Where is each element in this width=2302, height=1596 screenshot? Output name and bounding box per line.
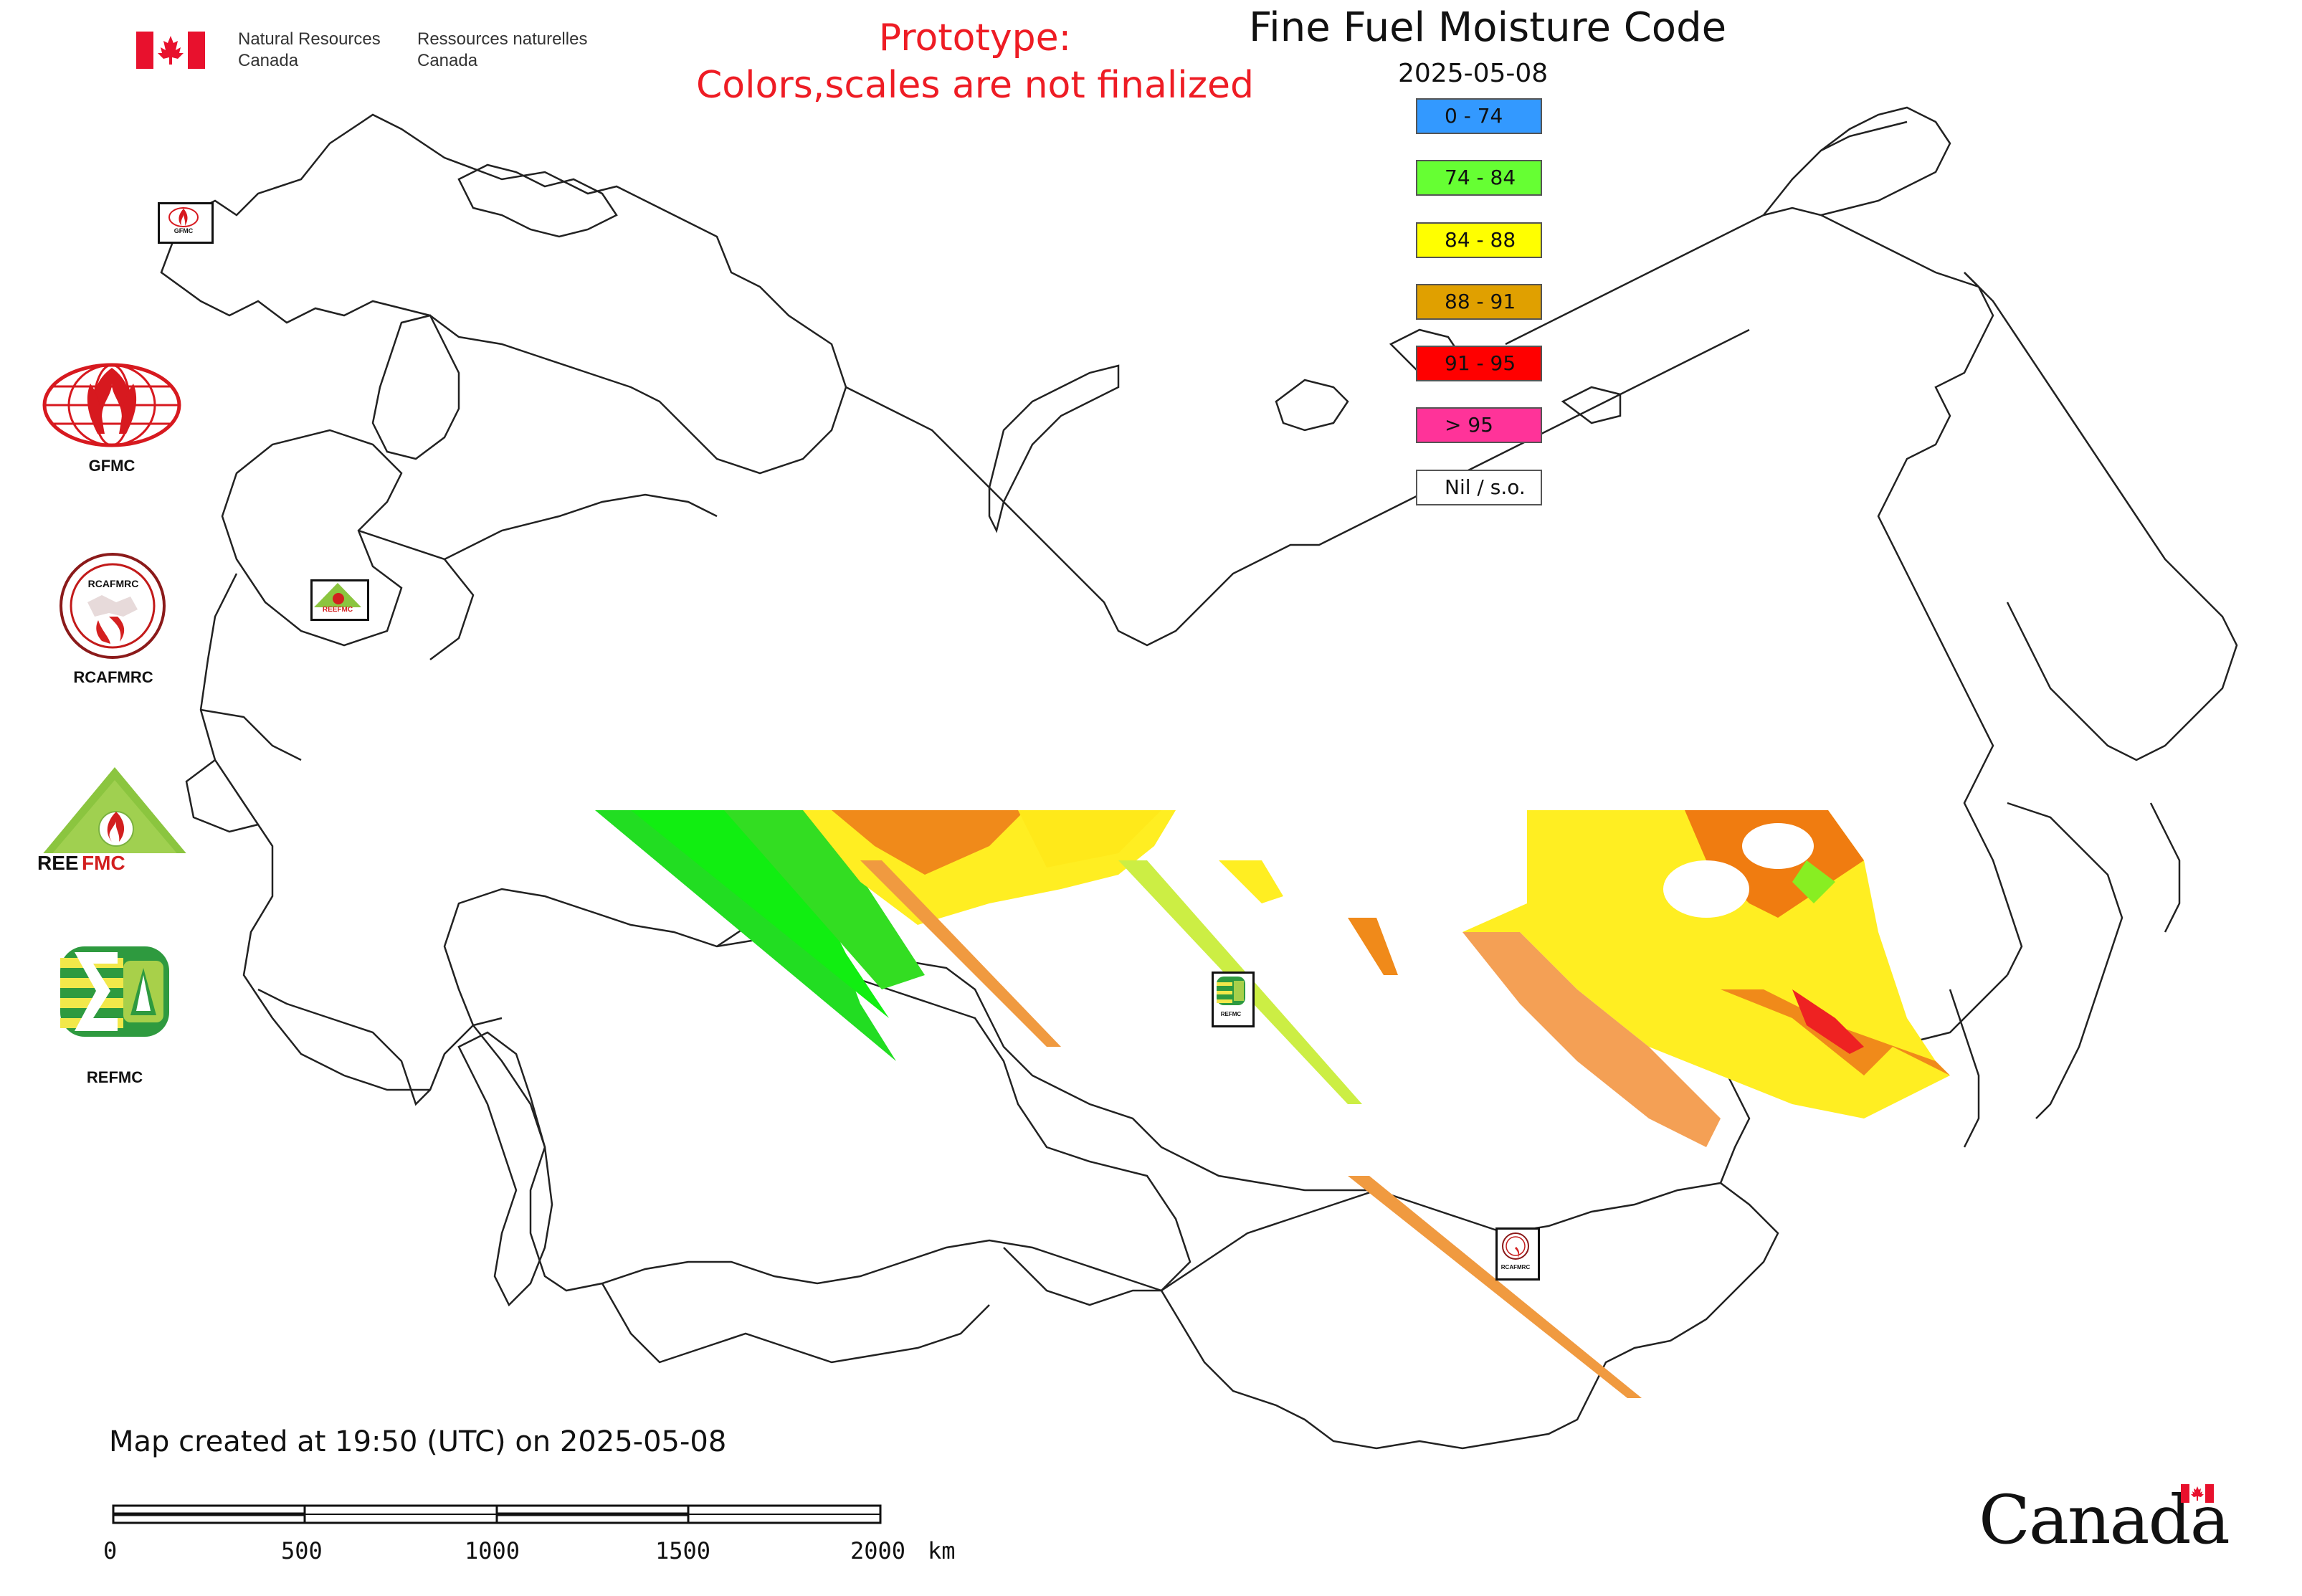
legend-item-1: 74 - 84 [1416,160,1542,196]
ffmc-raster [595,810,1950,1398]
legend-item-4: 91 - 95 [1416,346,1542,381]
legend-item-2: 84 - 88 [1416,222,1542,258]
legend-label: 88 - 91 [1445,290,1516,313]
agency-fr-line2: Canada [417,51,478,70]
gov-signature: Natural Resources Canada Ressources natu… [136,29,602,72]
gfmc-label: GFMC [88,457,135,475]
reefmc-marker-icon [314,583,361,607]
refmc-logo: REFMC [60,946,182,1090]
gfmc-marker-label: GFMC [173,227,194,234]
scale-tick-1000: 1000 [465,1537,520,1564]
svg-text:FMC: FMC [82,852,125,874]
legend-item-3: 88 - 91 [1416,284,1542,320]
reefmc-triangle-icon: REE FMC [37,767,192,874]
map-marker-gfmc[interactable]: GFMC [158,202,214,244]
agency-fr-line1: Ressources naturelles [417,29,588,49]
scale-tick-500: 500 [281,1537,323,1564]
rcafmrc-marker-label: RCAFMRC [1500,1264,1531,1270]
rcafmrc-logo: RCAFMRC RCAFMRC [59,552,173,695]
map-title: Fine Fuel Moisture Code [1249,4,1727,51]
gfmc-globe-flame-icon [42,363,181,447]
map-marker-refmc[interactable]: REFMC [1212,972,1255,1027]
rcafmrc-ring-text: RCAFMRC [87,578,139,589]
svg-text:REE: REE [37,852,79,874]
gfmc-marker-icon [168,207,199,227]
agency-en-line2: Canada [238,51,299,70]
legend-label: 74 - 84 [1445,166,1516,189]
prototype-line1: Prototype: [878,16,1072,60]
gfmc-logo: GFMC [40,362,184,477]
agency-en-line1: Natural Resources [238,29,381,49]
legend-label: 84 - 88 [1445,228,1516,252]
rcafmrc-label: RCAFMRC [73,668,153,686]
map-marker-rcafmrc[interactable]: RCAFMRC [1495,1227,1540,1281]
country-outlines [160,106,2238,1450]
rcafmrc-marker-icon [1502,1232,1529,1260]
canada-wordmark: Canada [1979,1481,2237,1567]
legend-label: Nil / s.o. [1445,475,1526,499]
legend-item-6: Nil / s.o. [1416,470,1542,505]
rcafmrc-emblem-icon [60,553,166,659]
canada-wordmark-flag-icon [2181,1484,2214,1503]
refmc-marker-label: REFMC [1220,1011,1242,1017]
refmc-label: REFMC [86,1068,143,1086]
canada-flag-icon [136,32,205,69]
scale-tick-1500: 1500 [655,1537,711,1564]
legend-label: > 95 [1445,413,1493,437]
refmc-sigma-icon [60,946,169,1037]
refmc-marker-icon [1217,977,1245,1005]
scale-tick-0: 0 [103,1537,118,1564]
legend-label: 91 - 95 [1445,351,1516,375]
reefmc-logo: REE FMC [37,767,192,875]
map-created-note: Map created at 19:50 (UTC) on 2025-05-08 [109,1425,727,1458]
scale-tick-2000: 2000 [850,1537,906,1564]
legend-label: 0 - 74 [1445,104,1503,128]
scale-unit: km [928,1537,956,1564]
map-date: 2025-05-08 [1398,59,1549,88]
legend-item-5: > 95 [1416,407,1542,443]
map-marker-reefmc[interactable]: REEFMC [310,579,369,621]
scale-bar-graphic [112,1504,882,1524]
reefmc-marker-label: REEFMC [322,606,353,614]
prototype-line2: Colors,scales are not finalized [695,64,1255,107]
legend-item-0: 0 - 74 [1416,98,1542,134]
prototype-notice: Prototype: Colors,scales are not finaliz… [667,14,1283,109]
